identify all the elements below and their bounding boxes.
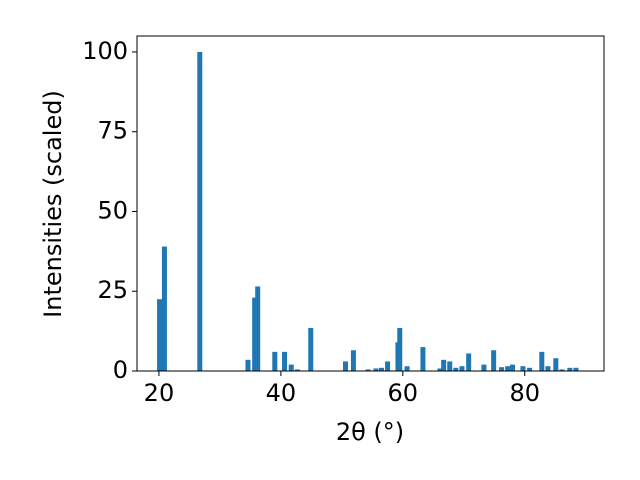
y-tick-label: 75 [97, 117, 128, 145]
y-tick-label: 50 [97, 196, 128, 224]
y-tick-label: 100 [82, 37, 128, 65]
bar [553, 358, 559, 371]
y-tick-label: 0 [113, 356, 128, 384]
bar [520, 366, 526, 371]
bar [437, 368, 443, 371]
bar [197, 51, 203, 371]
bar [343, 361, 349, 371]
bar [453, 367, 459, 371]
x-tick-label: 60 [388, 379, 419, 407]
bar [378, 367, 384, 371]
bar [373, 368, 379, 371]
bar [510, 364, 516, 371]
bar [282, 351, 288, 371]
bar [288, 364, 294, 371]
bar [545, 366, 551, 371]
bar [527, 367, 533, 371]
bar [308, 327, 314, 371]
bar [481, 364, 487, 371]
bar [157, 299, 163, 371]
bar [245, 359, 251, 371]
bar [350, 350, 356, 371]
bar [499, 367, 505, 371]
bar [559, 369, 565, 371]
x-tick-label: 20 [144, 379, 175, 407]
x-axis-label: 2θ (°) [336, 418, 404, 446]
bar [573, 367, 579, 371]
bar [567, 367, 573, 371]
bar [459, 366, 465, 371]
bar [161, 246, 167, 371]
bar [252, 297, 258, 371]
bar [491, 350, 497, 371]
bar [255, 286, 261, 371]
bar [466, 353, 472, 371]
y-tick-label: 25 [97, 276, 128, 304]
bar [272, 351, 278, 371]
bar [294, 369, 300, 371]
bar [420, 347, 426, 371]
bar [365, 369, 371, 371]
bar [441, 359, 447, 371]
x-tick-label: 80 [509, 379, 540, 407]
y-axis-label: Intensities (scaled) [39, 90, 67, 318]
bar [539, 351, 545, 371]
bar [404, 366, 410, 371]
bar [385, 361, 391, 371]
plot-frame [136, 35, 605, 372]
x-tick-label: 40 [266, 379, 297, 407]
bar [505, 366, 511, 371]
bar [397, 327, 403, 371]
bar [447, 361, 453, 371]
